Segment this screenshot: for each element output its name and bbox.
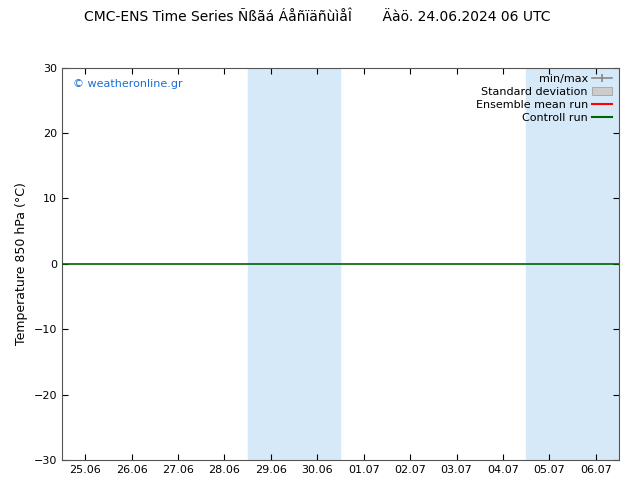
- Y-axis label: Temperature 850 hPa (°C): Temperature 850 hPa (°C): [15, 182, 28, 345]
- Text: © weatheronline.gr: © weatheronline.gr: [73, 79, 183, 89]
- Bar: [526, 68, 619, 460]
- Legend: min/max, Standard deviation, Ensemble mean run, Controll run: min/max, Standard deviation, Ensemble me…: [471, 70, 617, 127]
- Bar: [248, 68, 340, 460]
- Text: CMC-ENS Time Series Ñßãá ÁåñïäñùìåÎ       Äàö. 24.06.2024 06 UTC: CMC-ENS Time Series Ñßãá ÁåñïäñùìåÎ Äàö.…: [84, 10, 550, 24]
